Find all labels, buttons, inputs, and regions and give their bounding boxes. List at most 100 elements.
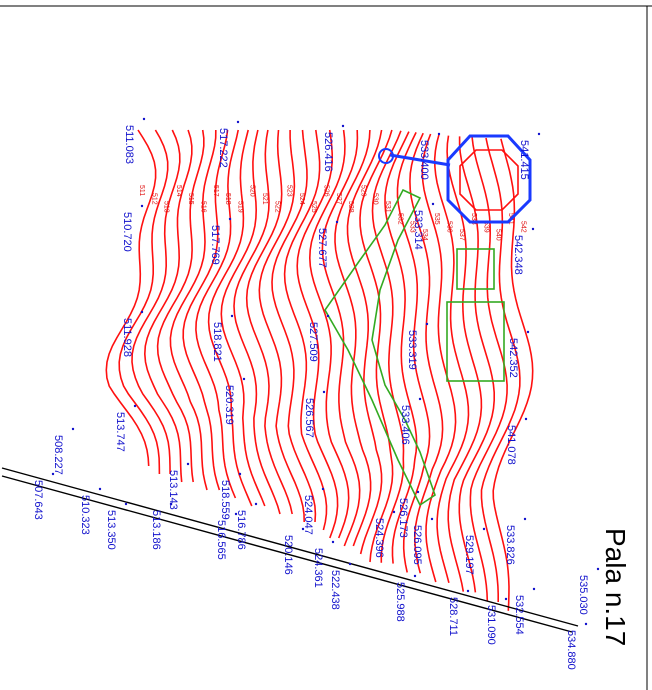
- contour-label-513: 513: [163, 201, 170, 213]
- contour-label-531: 531: [384, 201, 391, 213]
- spot-height-marker: [425, 322, 429, 326]
- spot-height-label: 524.396: [373, 518, 385, 558]
- spot-height-label: 520.319: [223, 385, 235, 425]
- turbine-connector-line: [389, 153, 451, 167]
- spot-height-marker: [523, 517, 527, 521]
- turbine-inner-octagon: [459, 149, 519, 211]
- spot-height-label: 541.078: [505, 425, 517, 465]
- spot-height-label: 516.786: [235, 510, 247, 550]
- contour-label-537: 537: [458, 229, 465, 241]
- spot-height-label: 525.988: [394, 582, 406, 622]
- spot-height-label: 517.222: [217, 128, 229, 168]
- spot-height-marker: [437, 132, 441, 136]
- spot-height-marker: [71, 427, 75, 431]
- contour-label-519: 519: [236, 201, 243, 213]
- spot-height-label: 516.565: [215, 520, 227, 560]
- contour-line-511: [105, 129, 157, 467]
- spot-height-marker: [537, 132, 541, 136]
- spot-height-label: 534.880: [565, 630, 577, 670]
- contour-label-524: 524: [298, 193, 305, 205]
- contour-line-525: [283, 129, 328, 531]
- contour-line-529: [334, 129, 372, 547]
- spot-height-marker: [526, 330, 530, 334]
- spot-heights: 511.083 510.720 511.928 513.747 517.222 517.7…: [32, 117, 600, 670]
- contour-line-539: [458, 136, 495, 593]
- turbine-outer-octagon: [446, 134, 532, 224]
- contour-line-533: [384, 131, 418, 564]
- spot-height-marker: [230, 314, 234, 318]
- spot-height-label: 527.509: [307, 322, 319, 362]
- contour-label-538: 538: [470, 213, 477, 225]
- green-work-areas: [324, 188, 505, 507]
- spot-height-marker: [504, 597, 508, 601]
- spot-height-marker: [140, 310, 144, 314]
- contour-label-516: 516: [200, 201, 207, 213]
- spot-height-marker: [482, 527, 486, 531]
- spot-height-label: 518.821: [211, 322, 223, 362]
- spot-height-label: 508.227: [52, 435, 64, 475]
- road-edge-upper: [1, 467, 579, 627]
- spot-height-label: 526.567: [303, 398, 315, 438]
- spot-height-marker: [430, 517, 434, 521]
- spot-height-label: 510.323: [79, 495, 91, 535]
- contour-label-535: 535: [433, 213, 440, 225]
- spot-height-label: 520.146: [282, 535, 294, 575]
- spot-height-marker: [322, 390, 326, 394]
- spot-height-label: 510.720: [121, 212, 133, 252]
- spot-height-label: 517.769: [209, 225, 221, 265]
- contour-label-530: 530: [372, 193, 379, 205]
- spot-height-marker: [98, 487, 102, 491]
- contour-line-534: [396, 132, 431, 573]
- road-edge-lower: [1, 475, 573, 633]
- contour-line-526: [296, 129, 339, 539]
- green-access-strip: [324, 188, 436, 507]
- spot-height-label: 511.083: [123, 125, 135, 164]
- contour-line-516: [169, 129, 217, 491]
- contour-line-541: [480, 137, 521, 602]
- spot-height-marker: [228, 217, 232, 221]
- spot-height-label: 541.415: [518, 140, 530, 180]
- spot-height-label: 507.643: [32, 480, 44, 520]
- contour-label-515: 515: [187, 193, 194, 205]
- spot-height-marker: [254, 502, 258, 506]
- spot-height-marker: [596, 567, 600, 571]
- spot-height-label: 513.350: [105, 510, 117, 550]
- spot-height-marker: [532, 587, 536, 591]
- contour-label-520: 520: [249, 185, 256, 197]
- contour-label-514: 514: [175, 185, 182, 197]
- spot-height-label: 532.554: [513, 595, 525, 635]
- contour-label-529: 529: [359, 185, 366, 197]
- spot-height-label: 524.047: [302, 495, 314, 535]
- spot-height-marker: [531, 227, 535, 231]
- spot-height-marker: [418, 397, 422, 401]
- contour-line-522: [245, 129, 293, 515]
- green-crane-pad-large: [446, 301, 505, 382]
- contour-line-523: [258, 130, 305, 523]
- spot-height-marker: [234, 512, 238, 516]
- spot-height-marker: [331, 540, 335, 544]
- contour-label-522: 522: [273, 201, 280, 213]
- spot-height-label: 528.711: [447, 597, 459, 636]
- spot-height-label: 518.559: [219, 480, 231, 520]
- contour-line-513: [131, 129, 181, 475]
- contour-label-542: 542: [519, 221, 526, 233]
- contour-label-528: 528: [347, 201, 354, 213]
- spot-height-label: 527.677: [316, 228, 328, 268]
- contour-line-519: [207, 129, 253, 507]
- spot-height-label: 533.406: [399, 405, 411, 445]
- spot-height-marker: [142, 117, 146, 121]
- spot-height-label: 526.095: [411, 525, 423, 565]
- spot-height-marker: [524, 417, 528, 421]
- contour-labels: 511 512 513 514 515 516 517 518 519 520 521 522 523 5…: [138, 185, 526, 241]
- spot-height-label: 533.826: [504, 525, 516, 565]
- spot-height-label: 513.143: [167, 470, 179, 510]
- spot-height-marker: [341, 124, 345, 128]
- spot-height-marker: [392, 510, 396, 514]
- contour-label-534: 534: [421, 229, 428, 241]
- spot-height-label: 524.361: [312, 548, 324, 588]
- spot-height-marker: [238, 472, 242, 476]
- contour-label-511: 511: [138, 185, 145, 196]
- contour-line-537: [433, 134, 470, 584]
- spot-height-label: 533.400: [418, 140, 430, 180]
